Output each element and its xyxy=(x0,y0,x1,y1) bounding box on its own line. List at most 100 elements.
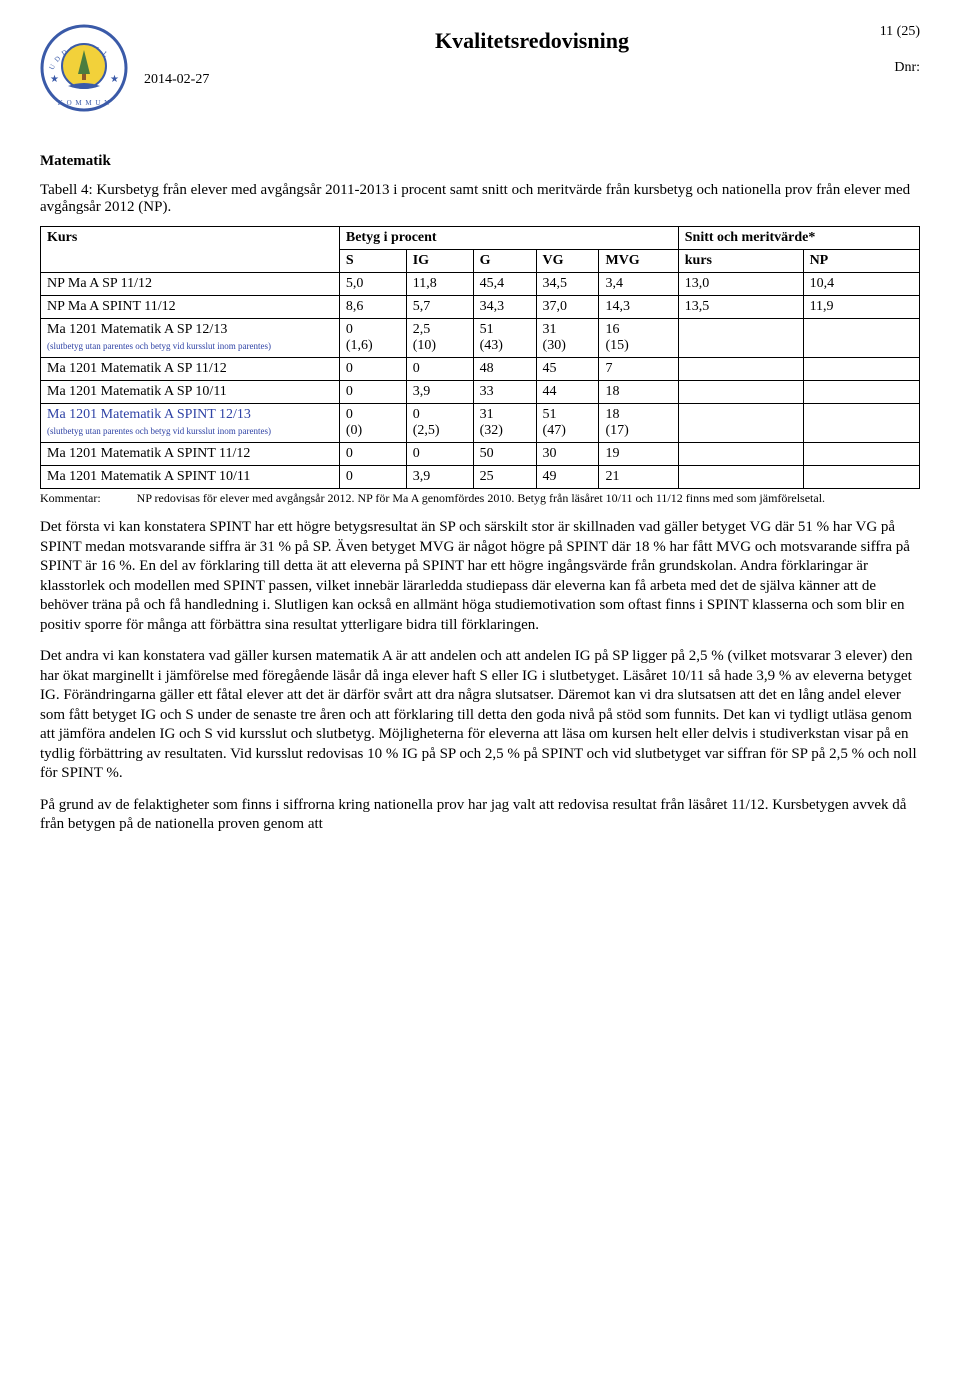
cell: 0(2,5) xyxy=(406,404,473,443)
col-kurs-snitt: kurs xyxy=(678,250,803,273)
col-ig: IG xyxy=(406,250,473,273)
svg-text:K O M M U N: K O M M U N xyxy=(58,99,110,107)
cell: 31(30) xyxy=(536,319,599,358)
section-heading: Matematik xyxy=(40,153,920,170)
cell: 34,5 xyxy=(536,273,599,296)
cell-label: Ma 1201 Matematik A SPINT 12/13 (slutbet… xyxy=(41,404,340,443)
document-title: Kvalitetsredovisning xyxy=(144,28,920,54)
dnr-label: Dnr: xyxy=(894,60,920,76)
cell: 34,3 xyxy=(473,296,536,319)
cell: 49 xyxy=(536,466,599,489)
cell: 2,5(10) xyxy=(406,319,473,358)
cell: 19 xyxy=(599,443,678,466)
cell-label: NP Ma A SP 11/12 xyxy=(41,273,340,296)
cell: 5,7 xyxy=(406,296,473,319)
cell: 33 xyxy=(473,381,536,404)
col-mvg: MVG xyxy=(599,250,678,273)
table-header-row-1: Kurs Betyg i procent Snitt och meritvärd… xyxy=(41,227,920,250)
cell: 0 xyxy=(406,443,473,466)
cell: 16(15) xyxy=(599,319,678,358)
cell: 50 xyxy=(473,443,536,466)
table-caption: Tabell 4: Kursbetyg från elever med avgå… xyxy=(40,182,920,216)
cell: 11,9 xyxy=(803,296,919,319)
cell: 44 xyxy=(536,381,599,404)
comment: Kommentar: NP redovisas för elever med a… xyxy=(40,491,920,506)
cell: 0 xyxy=(339,358,406,381)
table-row: Ma 1201 Matematik A SPINT 11/12 0 0 50 3… xyxy=(41,443,920,466)
cell xyxy=(678,466,803,489)
row-label: Ma 1201 Matematik A SP 12/13 xyxy=(47,322,227,337)
table-row: Ma 1201 Matematik A SP 11/12 0 0 48 45 7 xyxy=(41,358,920,381)
table-row: Ma 1201 Matematik A SPINT 12/13 (slutbet… xyxy=(41,404,920,443)
col-snitt: Snitt och meritvärde* xyxy=(678,227,919,250)
table-row: Ma 1201 Matematik A SP 12/13 (slutbetyg … xyxy=(41,319,920,358)
table-row: Ma 1201 Matematik A SPINT 10/11 0 3,9 25… xyxy=(41,466,920,489)
svg-text:★: ★ xyxy=(50,74,59,85)
cell-label: Ma 1201 Matematik A SP 10/11 xyxy=(41,381,340,404)
cell: 51(47) xyxy=(536,404,599,443)
col-s: S xyxy=(339,250,406,273)
cell xyxy=(803,381,919,404)
grades-table: Kurs Betyg i procent Snitt och meritvärd… xyxy=(40,226,920,489)
cell: 51(43) xyxy=(473,319,536,358)
cell xyxy=(803,358,919,381)
cell: 5,0 xyxy=(339,273,406,296)
row-label: Ma 1201 Matematik A SPINT 12/13 xyxy=(47,407,251,422)
cell: 45 xyxy=(536,358,599,381)
cell xyxy=(678,358,803,381)
cell: 30 xyxy=(536,443,599,466)
cell: 18(17) xyxy=(599,404,678,443)
comment-label: Kommentar: xyxy=(40,491,101,506)
table-row: Ma 1201 Matematik A SP 10/11 0 3,9 33 44… xyxy=(41,381,920,404)
table-row: NP Ma A SPINT 11/12 8,6 5,7 34,3 37,0 14… xyxy=(41,296,920,319)
cell: 0 xyxy=(339,443,406,466)
comment-text: NP redovisas för elever med avgångsår 20… xyxy=(137,491,825,506)
cell: 3,4 xyxy=(599,273,678,296)
cell: 18 xyxy=(599,381,678,404)
row-sublabel: (slutbetyg utan parentes och betyg vid k… xyxy=(47,426,271,436)
cell: 0 xyxy=(339,466,406,489)
cell: 0(1,6) xyxy=(339,319,406,358)
cell-label: NP Ma A SPINT 11/12 xyxy=(41,296,340,319)
cell: 31(32) xyxy=(473,404,536,443)
cell: 13,0 xyxy=(678,273,803,296)
cell xyxy=(678,381,803,404)
cell xyxy=(678,319,803,358)
cell-label: Ma 1201 Matematik A SPINT 10/11 xyxy=(41,466,340,489)
col-np: NP xyxy=(803,250,919,273)
cell: 3,9 xyxy=(406,381,473,404)
cell: 11,8 xyxy=(406,273,473,296)
page-number: 11 (25) xyxy=(880,24,920,40)
cell xyxy=(803,404,919,443)
col-g: G xyxy=(473,250,536,273)
cell: 0 xyxy=(406,358,473,381)
municipal-logo: U D D E V A L L K O M M U N ★ ★ xyxy=(40,24,128,117)
cell: 0 xyxy=(339,381,406,404)
svg-text:★: ★ xyxy=(110,74,119,85)
document-date: 2014-02-27 xyxy=(144,72,920,88)
col-kurs: Kurs xyxy=(41,227,340,273)
cell-label: Ma 1201 Matematik A SP 12/13 (slutbetyg … xyxy=(41,319,340,358)
cell: 37,0 xyxy=(536,296,599,319)
cell: 48 xyxy=(473,358,536,381)
cell: 0(0) xyxy=(339,404,406,443)
cell xyxy=(803,466,919,489)
cell: 14,3 xyxy=(599,296,678,319)
cell: 8,6 xyxy=(339,296,406,319)
paragraph-3: På grund av de felaktigheter som finns i… xyxy=(40,796,920,835)
cell: 25 xyxy=(473,466,536,489)
paragraph-2: Det andra vi kan konstatera vad gäller k… xyxy=(40,647,920,784)
header: U D D E V A L L K O M M U N ★ ★ Kvalitet… xyxy=(40,24,920,117)
cell xyxy=(678,404,803,443)
cell: 3,9 xyxy=(406,466,473,489)
table-row: NP Ma A SP 11/12 5,0 11,8 45,4 34,5 3,4 … xyxy=(41,273,920,296)
row-sublabel: (slutbetyg utan parentes och betyg vid k… xyxy=(47,341,271,351)
cell xyxy=(803,443,919,466)
cell: 13,5 xyxy=(678,296,803,319)
cell-label: Ma 1201 Matematik A SPINT 11/12 xyxy=(41,443,340,466)
col-betyg: Betyg i procent xyxy=(339,227,678,250)
paragraph-1: Det första vi kan konstatera SPINT har e… xyxy=(40,518,920,635)
cell: 21 xyxy=(599,466,678,489)
cell xyxy=(678,443,803,466)
cell: 45,4 xyxy=(473,273,536,296)
